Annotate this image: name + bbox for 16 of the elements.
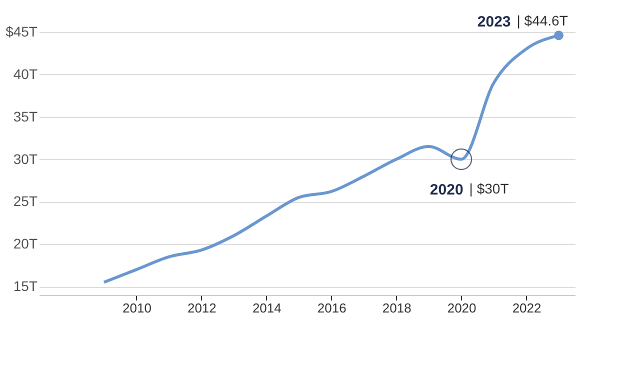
y-tick-label: 35T: [13, 108, 38, 124]
annotation: 2020 | $30T: [430, 180, 510, 198]
x-tick-label: 2012: [187, 300, 216, 316]
x-tick-label: 2014: [252, 300, 282, 316]
y-tick-label: $45T: [6, 24, 38, 40]
y-tick-label: 20T: [13, 236, 38, 252]
x-tick-label: 2018: [382, 300, 412, 316]
annotation: 2023 | $44.6T: [477, 12, 568, 30]
y-tick-label: 40T: [13, 66, 38, 82]
y-tick-label: 15T: [13, 278, 38, 294]
x-tick-label: 2022: [512, 300, 542, 316]
x-tick-label: 2010: [122, 300, 152, 316]
y-tick-label: 30T: [13, 150, 38, 167]
x-tick-label: 2020: [447, 300, 476, 316]
x-tick-label: 2016: [317, 300, 346, 316]
y-tick-label: 25T: [13, 193, 38, 210]
